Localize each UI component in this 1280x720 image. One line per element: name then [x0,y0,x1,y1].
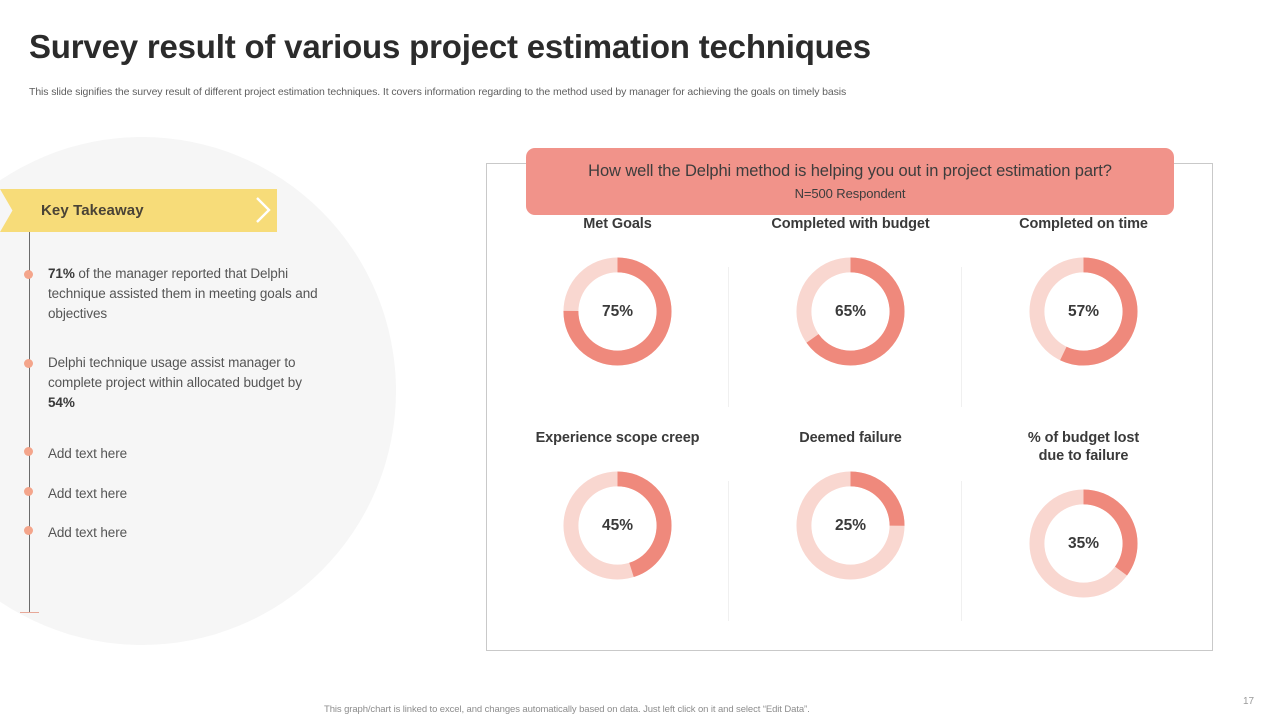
timeline-axis [29,232,30,613]
donut-chart: 65% [789,250,912,373]
footer-note: This graph/chart is linked to excel, and… [324,704,810,715]
donut-value-label: 45% [601,516,634,534]
donut-card-budget-lost-due-to-failure[interactable]: % of budget lost due to failure 35% [963,429,1204,631]
bullet-dot-icon [24,486,33,496]
page-title: Survey result of various project estimat… [29,28,871,65]
bullet-dot-icon [24,359,33,369]
list-item: 71% of the manager reported that Delphi … [24,264,324,323]
list-item-text: Add text here [48,485,128,501]
donut-title: Deemed failure [799,430,902,446]
list-item-body: of the manager reported that Delphi tech… [48,266,318,321]
donut-grid: Met Goals 75% Completed with budget [487,215,1212,635]
key-takeaway-label: Key Takeaway [41,202,144,219]
donut-svg [563,257,672,366]
donut-title: Completed with budget [771,216,930,232]
donut-title: Experience scope creep [535,430,700,446]
donut-chart: 25% [789,464,912,587]
donut-title: % of budget lost due to failure [1027,430,1140,464]
donut-card-completed-with-budget[interactable]: Completed with budget 65% [730,215,971,417]
cell-divider [961,481,962,621]
chevron-right-icon [256,197,271,223]
donut-svg [796,257,905,366]
donut-value-label: 35% [1067,534,1100,552]
bullet-dot-icon [24,446,33,456]
donut-card-experience-scope-creep[interactable]: Experience scope creep 45% [497,429,738,631]
list-item-emphasis: 54% [48,394,75,410]
donut-row: Met Goals 75% Completed with budget [487,215,1212,417]
donut-row: Experience scope creep 45% Deemed failur… [487,429,1212,631]
list-item: Delphi technique usage assist manager to… [24,353,324,412]
donut-value-label: 25% [834,516,867,534]
list-item: Add text here [24,484,324,504]
donut-chart: 57% [1022,250,1145,373]
donut-value-label: 65% [834,302,867,320]
donut-title: Completed on time [1019,216,1148,232]
cell-divider [961,267,962,407]
donut-svg [563,471,672,580]
donut-svg [1029,489,1138,598]
donut-value-label: 75% [601,302,634,320]
donut-card-met-goals[interactable]: Met Goals 75% [497,215,738,417]
donut-card-deemed-failure[interactable]: Deemed failure 25% [730,429,971,631]
timeline-foot-tick [20,612,39,613]
cell-divider [728,267,729,407]
bullet-dot-icon [24,526,33,536]
key-takeaway-ribbon: Key Takeaway [0,189,277,232]
donut-svg [1029,257,1138,366]
donut-chart: 45% [556,464,679,587]
list-item-body: Delphi technique usage assist manager to… [48,355,302,391]
donut-chart: 75% [556,250,679,373]
chart-respondents-text: N=500 Respondent [794,186,906,201]
list-item: Add text here [24,523,324,543]
list-item-text: Delphi technique usage assist manager to… [48,353,324,412]
donut-value-label: 57% [1067,302,1100,320]
chart-question-text: How well the Delphi method is helping yo… [588,162,1112,180]
page-subtitle: This slide signifies the survey result o… [29,86,847,98]
donut-chart: 35% [1022,482,1145,605]
list-item: Add text here [24,444,324,464]
key-takeaway-list: 71% of the manager reported that Delphi … [24,264,324,540]
cell-divider [728,481,729,621]
donut-card-completed-on-time[interactable]: Completed on time 57% [963,215,1204,417]
chart-question-banner: How well the Delphi method is helping yo… [526,148,1174,215]
list-item-text: Add text here [48,525,128,541]
list-item-text: 71% of the manager reported that Delphi … [48,264,324,323]
list-item-emphasis: 71% [48,266,75,281]
page-number: 17 [1243,696,1255,707]
donut-svg [796,471,905,580]
donut-title: Met Goals [583,216,652,232]
list-item-text: Add text here [48,445,128,461]
bullet-dot-icon [24,270,33,279]
